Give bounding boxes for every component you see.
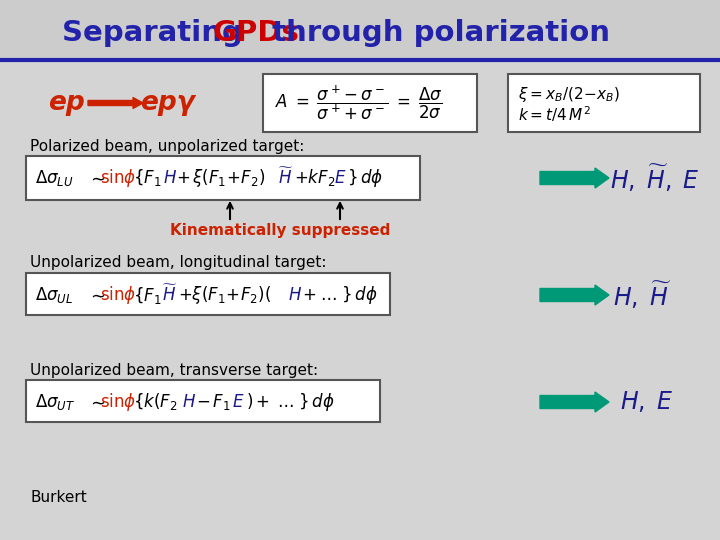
Text: $E$: $E$ <box>334 169 346 187</box>
Text: $\Delta\sigma_{UT}$: $\Delta\sigma_{UT}$ <box>35 392 76 412</box>
Text: $\widetilde{H}$: $\widetilde{H}$ <box>278 167 294 188</box>
Text: $+\,\xi(F_1\!+\!F_2)$: $+\,\xi(F_1\!+\!F_2)$ <box>176 167 266 189</box>
Text: $H,\;E$: $H,\;E$ <box>620 389 673 415</box>
Text: $+\;\ldots\;\}\,d\phi$: $+\;\ldots\;\}\,d\phi$ <box>302 284 378 306</box>
FancyArrow shape <box>540 168 609 188</box>
Text: $\{k(F_2$: $\{k(F_2$ <box>133 392 178 413</box>
Text: $+\xi(F_1\!+\!F_2)($: $+\xi(F_1\!+\!F_2)($ <box>178 284 271 306</box>
Text: $H$: $H$ <box>288 286 302 304</box>
Text: epγ: epγ <box>140 90 194 116</box>
Text: $+kF_2$: $+kF_2$ <box>294 167 336 188</box>
Text: Separating: Separating <box>62 19 253 47</box>
Text: $H$: $H$ <box>163 169 177 187</box>
Text: Unpolarized beam, longitudinal target:: Unpolarized beam, longitudinal target: <box>30 255 326 271</box>
Text: Unpolarized beam, transverse target:: Unpolarized beam, transverse target: <box>30 362 318 377</box>
FancyBboxPatch shape <box>508 74 700 132</box>
Text: $H$: $H$ <box>182 393 196 411</box>
FancyBboxPatch shape <box>26 380 380 422</box>
Text: GPDs: GPDs <box>213 19 300 47</box>
Text: $\sim$: $\sim$ <box>87 393 106 411</box>
Text: $H,\;\widetilde{H}$: $H,\;\widetilde{H}$ <box>613 280 672 310</box>
Text: $\sim$: $\sim$ <box>87 286 106 304</box>
Text: $\sin\!\phi$: $\sin\!\phi$ <box>100 167 136 189</box>
Text: $\xi = x_B/(2\!-\!x_B)$: $\xi = x_B/(2\!-\!x_B)$ <box>518 84 620 104</box>
Text: $H,\;\widetilde{H},\;E$: $H,\;\widetilde{H},\;E$ <box>610 163 699 193</box>
Text: Polarized beam, unpolarized target:: Polarized beam, unpolarized target: <box>30 139 305 154</box>
Text: $-\,F_1$: $-\,F_1$ <box>196 392 230 412</box>
FancyBboxPatch shape <box>26 156 420 200</box>
Text: $\widetilde{H}$: $\widetilde{H}$ <box>162 285 178 306</box>
FancyBboxPatch shape <box>0 0 720 58</box>
FancyArrow shape <box>540 285 609 305</box>
Text: $\sin\!\phi$: $\sin\!\phi$ <box>100 284 136 306</box>
Text: $\{F_1$: $\{F_1$ <box>133 167 161 188</box>
FancyArrow shape <box>540 392 609 412</box>
Text: Kinematically suppressed: Kinematically suppressed <box>170 222 390 238</box>
Text: $\sin\!\phi$: $\sin\!\phi$ <box>100 391 136 413</box>
Text: $E$: $E$ <box>232 393 245 411</box>
Text: $\Delta\sigma_{UL}$: $\Delta\sigma_{UL}$ <box>35 285 73 305</box>
Text: $\{F_1$: $\{F_1$ <box>133 285 161 306</box>
FancyBboxPatch shape <box>26 273 390 315</box>
Text: $\}\,d\phi$: $\}\,d\phi$ <box>347 167 383 189</box>
FancyArrow shape <box>88 98 143 109</box>
Text: ep: ep <box>48 90 85 116</box>
FancyBboxPatch shape <box>263 74 477 132</box>
Text: $\Delta\sigma_{LU}$: $\Delta\sigma_{LU}$ <box>35 168 73 188</box>
Text: $\sim$: $\sim$ <box>87 169 106 187</box>
Text: Burkert: Burkert <box>30 490 86 505</box>
Text: $)+\;\ldots\;\}\,d\phi$: $)+\;\ldots\;\}\,d\phi$ <box>246 391 335 413</box>
Text: through polarization: through polarization <box>262 19 610 47</box>
Text: $k = t/4\,M^2$: $k = t/4\,M^2$ <box>518 104 591 124</box>
Text: $A\;=\;\dfrac{\sigma^+\!-\sigma^-}{\sigma^+\!+\sigma^-}\;=\;\dfrac{\Delta\sigma}: $A\;=\;\dfrac{\sigma^+\!-\sigma^-}{\sigm… <box>275 83 443 123</box>
